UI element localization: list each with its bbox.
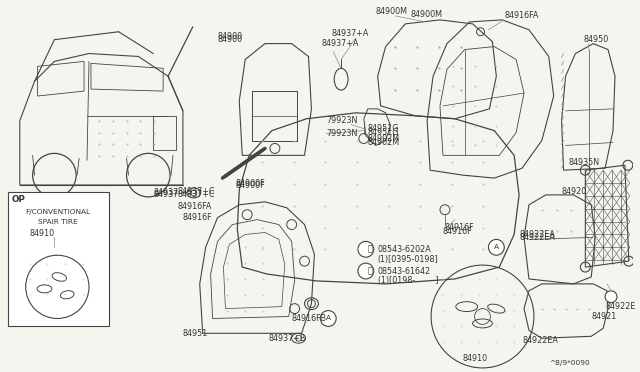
Text: 84937+A: 84937+A xyxy=(332,29,369,38)
Text: 84935N: 84935N xyxy=(568,158,600,167)
Text: 84922EA: 84922EA xyxy=(522,336,558,345)
Text: 84900M: 84900M xyxy=(376,7,408,16)
Text: 84916F: 84916F xyxy=(445,223,474,232)
Text: 79923N: 79923N xyxy=(326,129,358,138)
Text: 84937: 84937 xyxy=(153,189,179,198)
Text: A: A xyxy=(494,244,499,250)
Text: 84921: 84921 xyxy=(591,312,616,321)
Text: 84951G: 84951G xyxy=(368,124,399,133)
Text: 84900: 84900 xyxy=(218,32,243,41)
Circle shape xyxy=(358,263,374,279)
Circle shape xyxy=(605,291,617,303)
Text: 08543-61642: 08543-61642 xyxy=(378,266,431,276)
Text: ^8/9*0090: ^8/9*0090 xyxy=(548,360,589,366)
Text: 84916FA: 84916FA xyxy=(504,12,539,20)
Text: 84916FB: 84916FB xyxy=(292,314,327,323)
Text: A: A xyxy=(326,315,331,321)
Text: 84910: 84910 xyxy=(29,229,55,238)
Text: 84922E: 84922E xyxy=(605,302,636,311)
Circle shape xyxy=(488,240,504,255)
Text: 84900: 84900 xyxy=(218,35,243,44)
Text: 84937+C: 84937+C xyxy=(178,187,216,196)
Text: 84937: 84937 xyxy=(153,190,179,199)
Text: 84900F: 84900F xyxy=(236,180,265,189)
Text: (1)[0395-0198]: (1)[0395-0198] xyxy=(378,255,438,264)
Text: 84916F: 84916F xyxy=(183,213,212,222)
Text: Ⓢ: Ⓢ xyxy=(367,266,372,276)
Text: 84920: 84920 xyxy=(561,187,587,196)
Text: 84937+A: 84937+A xyxy=(321,39,358,48)
Text: 79923N: 79923N xyxy=(326,116,358,125)
Text: (1)[0198-        ]: (1)[0198- ] xyxy=(378,276,438,285)
Circle shape xyxy=(321,311,336,326)
Circle shape xyxy=(358,241,374,257)
Text: 84902M: 84902M xyxy=(368,134,400,143)
Text: 84950: 84950 xyxy=(583,35,609,44)
Text: 84900F: 84900F xyxy=(236,179,265,187)
Text: 84900M: 84900M xyxy=(410,10,442,19)
Text: 84937+B: 84937+B xyxy=(269,334,307,343)
Text: 84916F: 84916F xyxy=(443,227,472,236)
Text: 84951G: 84951G xyxy=(368,128,399,137)
Text: 84916FA: 84916FA xyxy=(178,202,212,211)
Text: OP: OP xyxy=(12,195,26,204)
Text: SPAIR TIRE: SPAIR TIRE xyxy=(38,219,77,225)
Text: F/CONVENTIONAL: F/CONVENTIONAL xyxy=(25,209,90,215)
Text: 84951: 84951 xyxy=(183,329,208,338)
Text: Ⓢ: Ⓢ xyxy=(367,245,372,254)
Text: 84922EA: 84922EA xyxy=(519,230,555,239)
Text: 84910: 84910 xyxy=(463,353,488,363)
Text: 84922EA: 84922EA xyxy=(519,233,555,242)
Text: 84902M: 84902M xyxy=(368,138,400,147)
FancyBboxPatch shape xyxy=(8,192,109,326)
Text: 08543-6202A: 08543-6202A xyxy=(378,245,431,254)
Text: 84937+C: 84937+C xyxy=(178,190,216,199)
